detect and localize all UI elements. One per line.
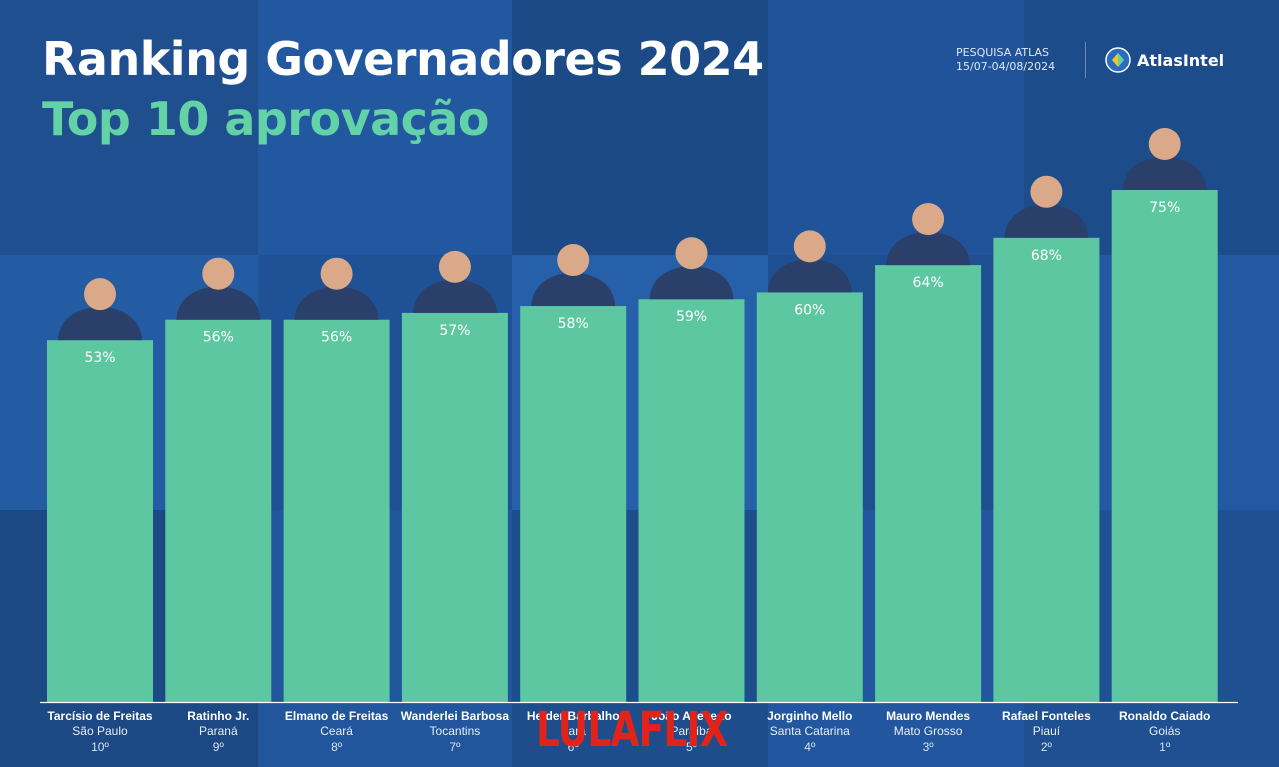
state-label: Piauí: [1033, 724, 1061, 738]
governor-photo-head: [1148, 128, 1181, 160]
governor-photo-head: [320, 257, 353, 290]
governor-photo-head: [912, 203, 945, 236]
state-label: Mato Grosso: [894, 724, 963, 738]
bar: [875, 265, 982, 702]
value-label: 56%: [321, 330, 352, 346]
governor-name-label: Ratinho Jr.: [187, 709, 249, 723]
rank-label: 5º: [686, 740, 698, 754]
governor-photo-body: [531, 272, 616, 307]
governor-name-label: Helder Barbalho: [527, 709, 620, 723]
governor-photo: [294, 257, 379, 320]
bar: [756, 292, 863, 702]
rank-label: 2º: [1041, 740, 1053, 754]
rank-label: 3º: [923, 740, 935, 754]
governor-photo-body: [412, 278, 497, 313]
value-label: 68%: [1031, 248, 1062, 264]
value-label: 58%: [558, 316, 589, 332]
background-tile: [0, 0, 258, 255]
governor-name-label: Mauro Mendes: [886, 709, 970, 723]
governor-name-label: Tarcísio de Freitas: [47, 709, 152, 723]
governor-photo: [531, 244, 616, 307]
governor-photo: [58, 278, 142, 341]
governor-photo: [1122, 128, 1207, 190]
value-label: 56%: [203, 330, 234, 346]
value-label: 57%: [439, 323, 470, 339]
atlasintel-logo-icon: [1105, 47, 1131, 73]
rank-label: 8º: [331, 740, 343, 754]
governor-name-label: Wanderlei Barbosa: [401, 709, 510, 723]
rank-label: 6º: [568, 740, 580, 754]
governor-photo-body: [58, 306, 142, 341]
governor-photo: [176, 257, 261, 320]
bar: [520, 306, 627, 702]
value-label: 59%: [676, 309, 707, 325]
governor-photo-head: [438, 250, 471, 283]
governor-name-label: Ronaldo Caiado: [1119, 709, 1210, 723]
governor-name-label: Jorginho Mello: [767, 709, 852, 723]
bar: [993, 237, 1100, 702]
governor-photo-body: [176, 285, 261, 320]
governor-photo-head: [202, 257, 235, 290]
bar: [401, 312, 508, 702]
governor-name-label: Rafael Fonteles: [1002, 709, 1091, 723]
state-label: São Paulo: [72, 724, 128, 738]
bar: [283, 319, 390, 702]
header-divider: [1085, 42, 1086, 78]
governor-photo: [412, 250, 497, 313]
governor-photo-body: [767, 258, 852, 293]
brand-name: AtlasIntel: [1137, 50, 1225, 70]
state-label: Paraná: [199, 724, 238, 738]
bar: [47, 340, 153, 702]
state-label: Santa Catarina: [770, 724, 850, 738]
governor-photo-head: [557, 244, 590, 277]
survey-name: PESQUISA ATLAS: [956, 46, 1050, 59]
bar: [1111, 190, 1218, 702]
governor-photo-head: [675, 237, 708, 270]
value-label: 53%: [84, 350, 115, 366]
governor-name-label: João Azevedo: [651, 709, 731, 723]
survey-dates: 15/07-04/08/2024: [956, 60, 1056, 73]
governor-photo-body: [649, 265, 734, 300]
rank-label: 4º: [804, 740, 816, 754]
rank-label: 7º: [449, 740, 461, 754]
governor-photo-body: [1004, 203, 1089, 238]
state-label: Paraíba: [670, 724, 712, 738]
value-label: 60%: [794, 302, 825, 318]
bar: [165, 319, 272, 702]
governor-name-label: Elmano de Freitas: [285, 709, 389, 723]
governor-photo: [649, 237, 734, 300]
state-label: Goiás: [1149, 724, 1180, 738]
governor-photo-body: [886, 231, 971, 266]
chart-title: Ranking Governadores 2024: [42, 32, 764, 86]
governor-photo: [1004, 175, 1089, 238]
state-label: Ceará: [320, 724, 353, 738]
chart-subtitle: Top 10 aprovação: [42, 92, 490, 146]
background-tile: [512, 0, 768, 255]
governor-photo: [767, 230, 852, 293]
background-tile: [258, 0, 512, 255]
rank-label: 9º: [213, 740, 225, 754]
state-label: Tocantins: [430, 724, 481, 738]
governor-photo-body: [1122, 156, 1207, 190]
survey-source: PESQUISA ATLAS 15/07-04/08/2024: [956, 46, 1055, 74]
background-tile: [768, 0, 1024, 255]
governor-photo-head: [1030, 175, 1063, 208]
governor-photo-head: [793, 230, 826, 263]
value-label: 75%: [1149, 200, 1180, 216]
governor-photo: [886, 203, 971, 266]
value-label: 64%: [913, 275, 944, 291]
brand-logo: AtlasIntel: [1105, 47, 1224, 73]
bar: [638, 299, 745, 702]
governor-photo-head: [84, 278, 116, 311]
rank-label: 1º: [1159, 740, 1171, 754]
governor-photo-body: [294, 285, 379, 320]
watermark-text: LULAFLIX: [536, 702, 729, 758]
state-label: Pará: [561, 724, 587, 738]
rank-label: 10º: [91, 740, 109, 754]
